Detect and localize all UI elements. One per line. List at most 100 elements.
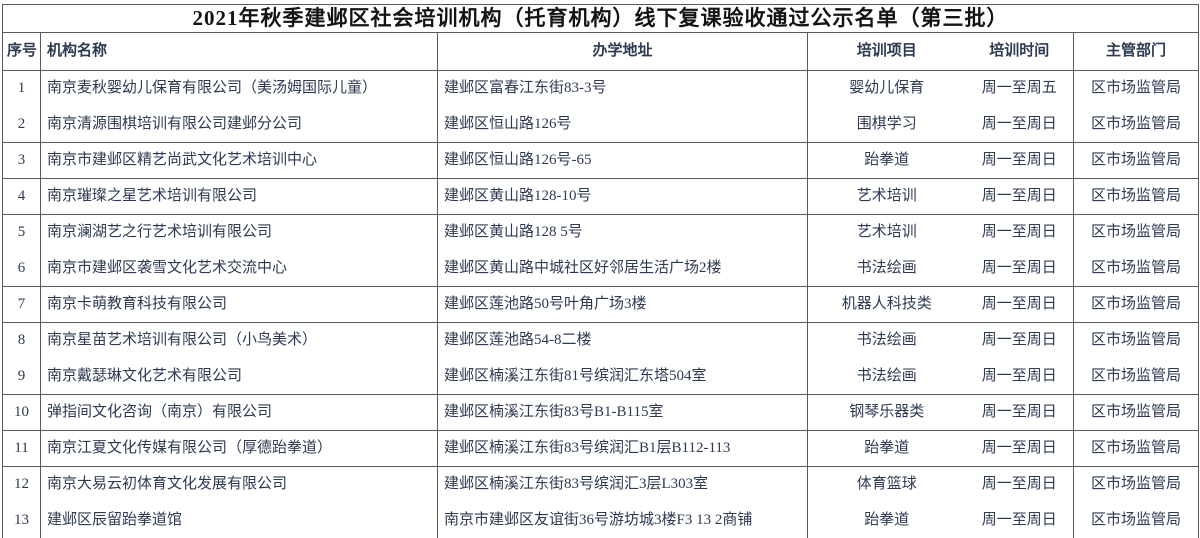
cell-no: 5 [17,224,26,241]
cell-project: 机器人科技类 [807,286,966,323]
cell-no: 4 [2,178,41,215]
cell-address: 建邺区莲池路54-8二楼 [437,322,808,359]
cell-project: 跆拳道 [807,502,966,538]
cell-department: 区市场监管局 [1072,250,1199,287]
cell-address: 南京市建邺区友谊街36号游坊城3楼F3 13 2商铺 [437,502,808,538]
cell-time: 周一至周日 [981,224,1057,241]
cell-name: 南京市建邺区精艺尚武文化艺术培训中心 [40,142,438,179]
cell-name: 南京戴瑟琳文化艺术有限公司 [40,358,438,395]
cell-time: 周一至周日 [965,286,1074,323]
cell-name: 南京麦秋婴幼儿保育有限公司（美汤姆国际儿童） [40,70,438,107]
cell-project: 书法绘画 [807,358,966,395]
cell-project: 钢琴乐器类 [807,394,966,431]
cell-time: 周一至周日 [965,250,1074,287]
cell-department: 区市场监管局 [1072,106,1199,143]
table-row: 13 建邺区辰留跆拳道馆 南京市建邺区友谊街36号游坊城3楼F3 13 2商铺 … [2,502,1199,538]
cell-time: 周一至周日 [965,178,1074,215]
table-row: 5 南京澜湖艺之行艺术培训有限公司 建邺区黄山路128 5号 艺术培训 周一至周… [3,214,1199,251]
table-row: 6 南京市建邺区袭雪文化艺术交流中心 建邺区黄山路中城社区好邻居生活广场2楼 书… [2,250,1199,287]
cell-department: 区市场监管局 [1072,502,1199,538]
cell-department: 区市场监管局 [1072,142,1199,179]
cell-time: 周一至周五 [981,80,1057,97]
table-row: 1 南京麦秋婴幼儿保育有限公司（美汤姆国际儿童） 建邺区富春江东街83-3号 婴… [3,70,1199,107]
cell-project: 书法绘画 [807,250,966,287]
cell-project: 体育篮球 [807,466,966,503]
cell-address: 建邺区黄山路中城社区好邻居生活广场2楼 [437,250,808,287]
cell-address: 建邺区莲池路50号叶角广场3楼 [437,286,808,323]
cell-address: 建邺区楠溪江东街81号缤润汇东塔504室 [437,358,808,395]
cell-time: 周一至周日 [965,430,1074,467]
cell-no: 7 [2,286,41,323]
cell-project: 艺术培训 [807,214,966,251]
cell-department: 区市场监管局 [1072,286,1199,323]
page-title: 2021年秋季建邺区社会培训机构（托育机构）线下复课验收通过公示名单（第三批） [2,4,1199,33]
cell-name: 南京卡萌教育科技有限公司 [40,286,438,323]
cell-department: 区市场监管局 [1072,430,1199,467]
cell-time: 周一至周日 [981,476,1057,493]
cell-time: 周一至周日 [965,358,1074,395]
column-header-project: 培训项目 [807,32,966,71]
table-row: 9 南京戴瑟琳文化艺术有限公司 建邺区楠溪江东街81号缤润汇东塔504室 书法绘… [2,358,1199,395]
cell-no: 11 [2,430,41,467]
cell-project: 艺术培训 [807,178,966,215]
table-row: 4 南京璀璨之星艺术培训有限公司 建邺区黄山路128-10号 艺术培训 周一至周… [2,178,1199,215]
cell-address: 建邺区黄山路128 5号 [437,214,808,251]
cell-name: 建邺区辰留跆拳道馆 [40,502,438,538]
cell-project: 围棋学习 [807,106,966,143]
cell-no: 2 [2,106,41,143]
table-row: 10 弹指间文化咨询（南京）有限公司 建邺区楠溪江东街83号B1-B115室 钢… [2,394,1199,431]
cell-name: 南京澜湖艺之行艺术培训有限公司 [40,214,438,251]
title-row: 2021年秋季建邺区社会培训机构（托育机构）线下复课验收通过公示名单（第三批） [2,4,1199,33]
cell-time: 周一至周日 [965,142,1074,179]
cell-department: 区市场监管局 [1072,322,1199,359]
cell-address: 建邺区楠溪江东街83号缤润汇3层L303室 [437,466,808,503]
table-row: 12 南京大易云初体育文化发展有限公司 建邺区楠溪江东街83号缤润汇3层L303… [3,466,1199,503]
header-row: 序号 机构名称 办学地址 培训项目 培训时间 主管部门 [2,32,1199,71]
cell-name: 南京璀璨之星艺术培训有限公司 [40,178,438,215]
table-row: 2 南京清源围棋培训有限公司建邺分公司 建邺区恒山路126号 围棋学习 周一至周… [2,106,1199,143]
cell-address: 建邺区恒山路126号 [437,106,808,143]
cell-no: 1 [17,80,26,97]
table-row: 8 南京星苗艺术培训有限公司（小鸟美术） 建邺区莲池路54-8二楼 书法绘画 周… [3,322,1199,359]
column-header-department: 主管部门 [1072,32,1199,71]
cell-no: 13 [2,502,41,538]
cell-name: 南京星苗艺术培训有限公司（小鸟美术） [40,322,438,359]
cell-address: 建邺区富春江东街83-3号 [437,70,808,107]
cell-no: 12 [14,476,29,493]
cell-department: 区市场监管局 [1072,394,1199,431]
cell-no: 8 [17,332,26,349]
cell-no: 6 [2,250,41,287]
column-header-no: 序号 [2,32,41,71]
cell-time: 周一至周日 [981,332,1057,349]
cell-no: 9 [2,358,41,395]
cell-department: 区市场监管局 [1072,70,1199,107]
cell-time: 周一至周日 [965,106,1074,143]
cell-project: 跆拳道 [807,142,966,179]
cell-time: 周一至周日 [965,394,1074,431]
cell-name: 南京清源围棋培训有限公司建邺分公司 [40,106,438,143]
cell-department: 区市场监管局 [1072,466,1199,503]
announcement-table: 2021年秋季建邺区社会培训机构（托育机构）线下复课验收通过公示名单（第三批） … [2,4,1200,538]
cell-department: 区市场监管局 [1072,358,1199,395]
cell-address: 建邺区楠溪江东街83号B1-B115室 [437,394,808,431]
cell-no: 10 [2,394,41,431]
column-header-address: 办学地址 [437,32,808,71]
table-row: 11 南京江夏文化传媒有限公司（厚德跆拳道） 建邺区楠溪江东街83号缤润汇B1层… [2,430,1199,467]
column-header-time: 培训时间 [965,32,1074,71]
cell-department: 区市场监管局 [1072,214,1199,251]
cell-name: 南京大易云初体育文化发展有限公司 [40,466,438,503]
cell-name: 弹指间文化咨询（南京）有限公司 [40,394,438,431]
cell-project: 婴幼儿保育 [807,70,966,107]
table-row: 3 南京市建邺区精艺尚武文化艺术培训中心 建邺区恒山路126号-65 跆拳道 周… [2,142,1199,179]
cell-address: 建邺区恒山路126号-65 [437,142,808,179]
cell-time: 周一至周日 [965,502,1074,538]
cell-address: 建邺区楠溪江东街83号缤润汇B1层B112-113 [437,430,808,467]
column-header-name: 机构名称 [40,32,438,71]
cell-no: 3 [2,142,41,179]
cell-department: 区市场监管局 [1072,178,1199,215]
cell-name: 南京江夏文化传媒有限公司（厚德跆拳道） [40,430,438,467]
cell-project: 跆拳道 [807,430,966,467]
table-body: 2021年秋季建邺区社会培训机构（托育机构）线下复课验收通过公示名单（第三批） … [2,4,1199,538]
cell-project: 书法绘画 [807,322,966,359]
